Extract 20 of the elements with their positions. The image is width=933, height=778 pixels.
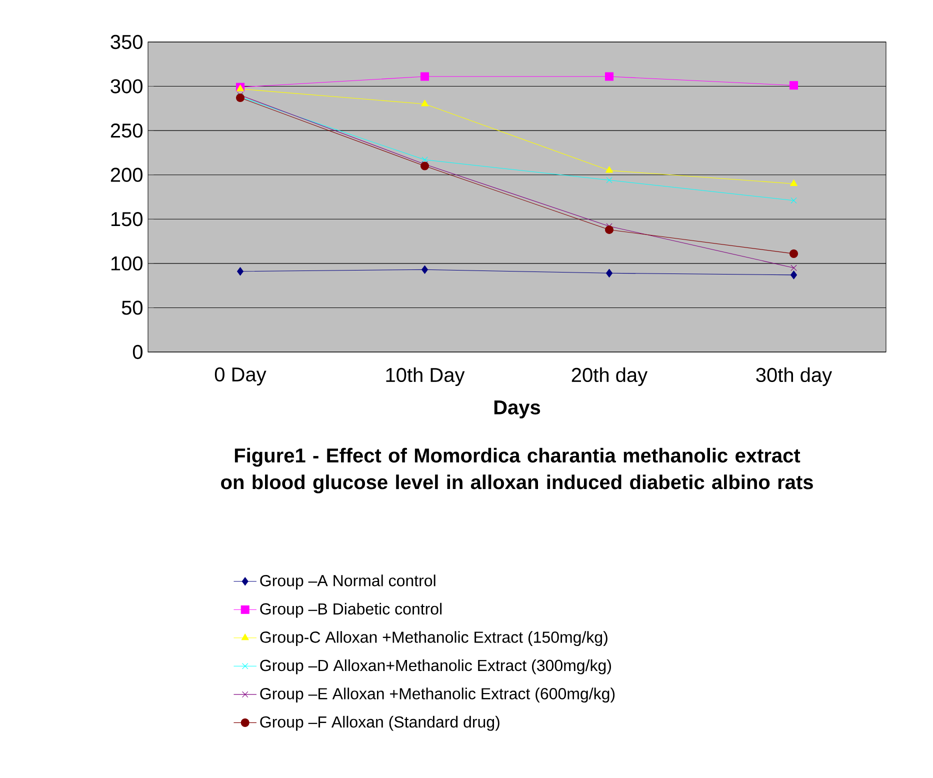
x-tick-label: 10th Day <box>386 367 465 386</box>
legend-label: Group-C Alloxan +Methanolic Extract (150mg/kg) <box>260 631 608 646</box>
y-tick-label: 200 <box>110 168 142 182</box>
y-tick-label: 300 <box>110 79 142 94</box>
y-tick-label: 250 <box>110 123 142 138</box>
x-tick-label: 30th day <box>756 367 832 386</box>
y-tick-label: 50 <box>122 300 142 315</box>
x-axis-title: Days <box>494 400 540 418</box>
text: Figure1 - Effect of Momordica charantia methanolic extract on blood glucose level in alloxan induced diabetic albino rats <box>221 448 813 494</box>
y-tick-label: 0 <box>132 344 142 360</box>
legend-label: Group –A Normal control <box>260 574 436 590</box>
y-tick-label: 150 <box>111 212 142 226</box>
legend-label: Group –B Diabetic control <box>260 602 442 618</box>
x-tick-label: 20th day <box>572 367 648 386</box>
x-tick-label: 0 Day <box>214 367 266 386</box>
legend-label: Group –E Alloxan +Methanolic Extract (600mg/kg) <box>260 688 615 703</box>
y-tick-label: 350 <box>110 34 142 50</box>
legend-label: Group –D Alloxan+Methanolic Extract (300mg/kg) <box>260 659 611 674</box>
y-tick-label: 100 <box>111 256 142 270</box>
legend-label: Group –F Alloxan (Standard drug) <box>260 716 500 731</box>
